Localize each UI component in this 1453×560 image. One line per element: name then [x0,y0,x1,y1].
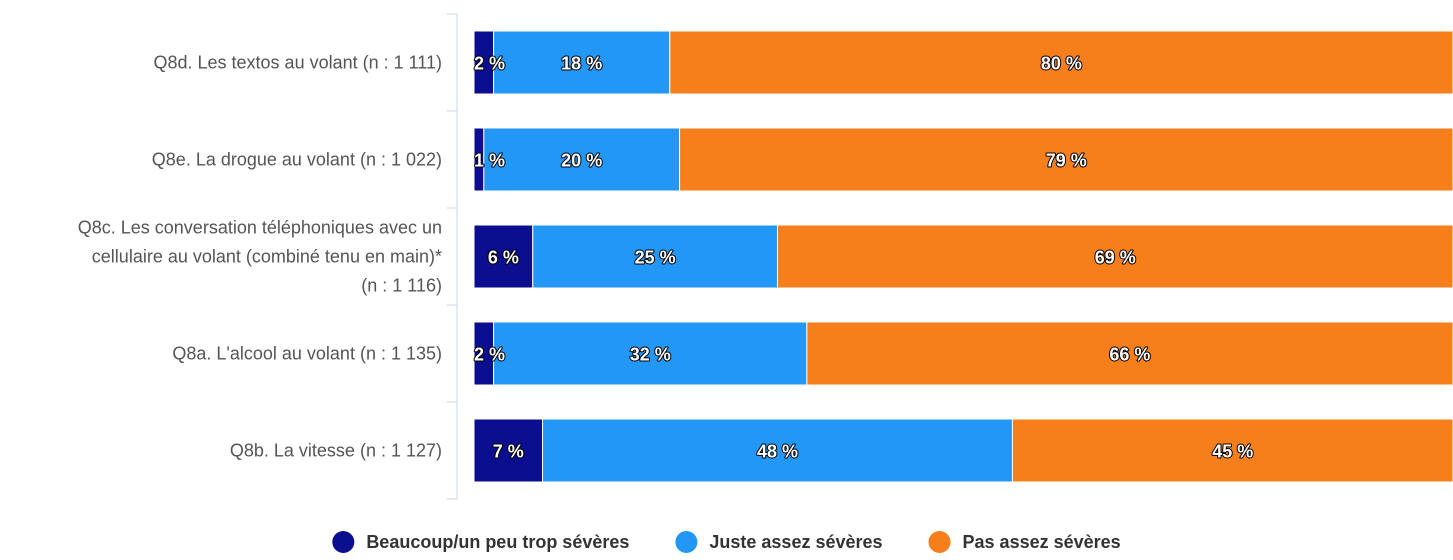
category-label: Q8a. L'alcool au volant (n : 1 135) [172,344,442,364]
category-label: Q8b. La vitesse (n : 1 127) [230,441,442,461]
data-label: 2 % [474,54,505,74]
data-label: 66 % [1109,345,1150,365]
legend-label: Beaucoup/un peu trop sévères [366,532,629,552]
legend-label: Juste assez sévères [709,532,882,552]
data-label: 18 % [561,54,602,74]
bar-segment [532,224,778,289]
bar-segment [493,321,808,386]
data-label: 6 % [488,248,519,268]
data-labels: 2 % 18 % 80 % 1 % 20 % 79 % 6 % 25 % 69 % 2 % 32 %… [473,53,1254,463]
category-labels: Q8d. Les textos au volant (n : 1 111) Q8e… [78,53,442,461]
data-label: 25 % [635,248,676,268]
bar-segment [1011,418,1453,483]
category-axis [447,13,458,500]
bars [473,30,1453,483]
legend-marker [332,531,355,553]
data-label: 45 % [1212,442,1253,462]
legend-marker [928,531,951,553]
category-label: cellulaire au volant (combiné tenu en ma… [92,247,442,267]
legend-marker [675,531,698,553]
category-label: Q8c. Les conversation téléphoniques avec… [78,218,442,238]
legend-item[interactable]: Juste assez sévères [675,531,883,553]
legend-item[interactable]: Pas assez sévères [928,531,1121,553]
bar-segment [483,127,681,192]
data-label: 20 % [561,151,602,171]
category-label: Q8d. Les textos au volant (n : 1 111) [153,53,442,73]
data-label: 2 % [474,345,505,365]
data-label: 32 % [630,345,671,365]
bar-segment [669,30,1453,95]
bar-segment [473,418,544,483]
data-label: 79 % [1046,151,1087,171]
data-label: 80 % [1041,54,1082,74]
bar-segment [806,321,1453,386]
legend-label: Pas assez sévères [963,532,1121,552]
legend: Beaucoup/un peu trop sévères Juste assez … [332,531,1121,553]
bar-segment [776,224,1453,289]
bar-segment [473,224,534,289]
data-label: 48 % [757,442,798,462]
data-label: 7 % [493,442,524,462]
data-label: 69 % [1095,248,1136,268]
data-label: 1 % [474,151,505,171]
bar-segment [679,127,1453,192]
legend-item[interactable]: Beaucoup/un peu trop sévères [332,531,629,553]
category-label: (n : 1 116) [361,276,442,296]
category-label: Q8e. La drogue au volant (n : 1 022) [152,150,442,170]
